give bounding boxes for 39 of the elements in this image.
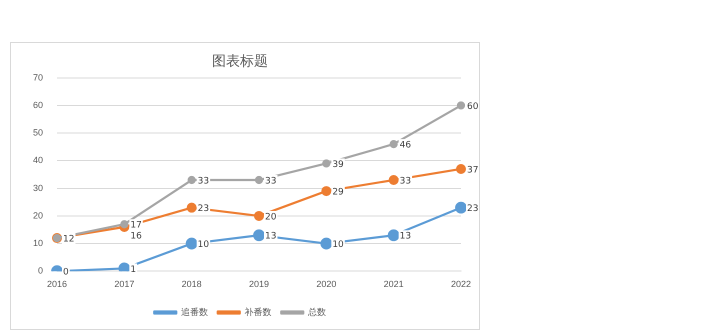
data-label: 12 bbox=[63, 234, 74, 244]
x-tick-label: 2021 bbox=[384, 279, 404, 290]
legend-label: 总数 bbox=[306, 306, 326, 317]
data-label: 29 bbox=[332, 187, 344, 198]
data-label: 10 bbox=[198, 240, 210, 250]
legend-label: 补番数 bbox=[244, 306, 272, 317]
y-tick-label: 0 bbox=[38, 266, 44, 276]
data-label: 1 bbox=[130, 264, 136, 275]
x-tick-label: 2022 bbox=[450, 279, 472, 290]
y-tick-label: 30 bbox=[32, 182, 44, 193]
x-tick-label: 2017 bbox=[114, 279, 134, 290]
x-tick-label: 2020 bbox=[316, 279, 336, 290]
data-label: 16 bbox=[130, 232, 142, 242]
data-label: 17 bbox=[130, 220, 142, 231]
data-label: 33 bbox=[198, 176, 210, 186]
data-label: 13 bbox=[400, 232, 412, 242]
data-label: 23 bbox=[198, 204, 210, 214]
legend-label: 追番数 bbox=[180, 306, 208, 317]
y-tick-label: 10 bbox=[32, 238, 44, 248]
data-label: 23 bbox=[466, 204, 478, 214]
chart-title: 图表标题 bbox=[212, 52, 268, 68]
data-label: 39 bbox=[332, 160, 344, 170]
data-label: 33 bbox=[265, 176, 276, 186]
y-tick-label: 70 bbox=[32, 72, 44, 82]
x-tick-label: 2018 bbox=[182, 279, 202, 290]
data-label: 37 bbox=[466, 165, 478, 176]
x-tick-label: 2019 bbox=[248, 279, 270, 290]
y-tick-label: 60 bbox=[32, 100, 44, 110]
x-tick-label: 2016 bbox=[46, 279, 68, 290]
data-label: 10 bbox=[332, 240, 344, 250]
y-tick-label: 20 bbox=[32, 210, 44, 220]
data-label: 13 bbox=[265, 232, 276, 242]
data-label: 60 bbox=[466, 102, 479, 112]
y-tick-label: 50 bbox=[32, 128, 44, 138]
data-label: 33 bbox=[400, 176, 412, 186]
y-tick-label: 40 bbox=[32, 155, 44, 166]
data-label: 20 bbox=[265, 212, 277, 222]
data-label: 46 bbox=[400, 140, 412, 150]
data-label: 0 bbox=[63, 268, 70, 278]
